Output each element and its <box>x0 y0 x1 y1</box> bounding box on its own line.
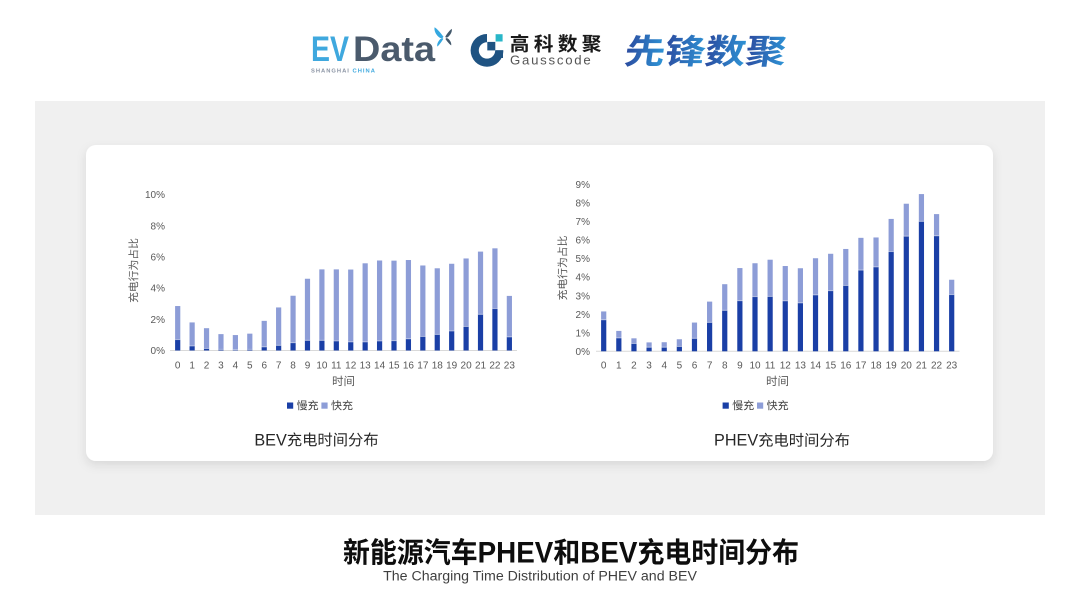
svg-text:0: 0 <box>175 361 181 372</box>
svg-text:6%: 6% <box>576 236 591 247</box>
svg-text:12: 12 <box>780 361 792 372</box>
svg-text:3%: 3% <box>576 291 591 302</box>
svg-text:0%: 0% <box>151 346 166 357</box>
svg-text:21: 21 <box>916 361 928 372</box>
svg-text:1: 1 <box>189 361 195 372</box>
svg-text:1%: 1% <box>576 328 591 339</box>
svg-text:19: 19 <box>446 361 458 372</box>
svg-text:The Charging Time Distribution: The Charging Time Distribution of PHEV a… <box>383 569 697 585</box>
svg-text:13: 13 <box>795 361 807 372</box>
svg-text:19: 19 <box>886 361 898 372</box>
svg-text:4: 4 <box>233 361 239 372</box>
svg-text:10%: 10% <box>145 190 165 201</box>
svg-text:23: 23 <box>946 361 958 372</box>
svg-text:BEV: BEV <box>254 431 287 449</box>
svg-text:Gausscode: Gausscode <box>510 53 592 68</box>
svg-text:21: 21 <box>475 361 487 372</box>
svg-text:15: 15 <box>825 361 837 372</box>
svg-text:1: 1 <box>616 361 622 372</box>
svg-text:13: 13 <box>360 361 372 372</box>
svg-text:Data: Data <box>353 30 436 69</box>
svg-text:EV: EV <box>311 30 350 69</box>
svg-text:9: 9 <box>737 361 743 372</box>
svg-text:20: 20 <box>901 361 913 372</box>
svg-text:15: 15 <box>388 361 400 372</box>
svg-text:2: 2 <box>631 361 637 372</box>
svg-text:6: 6 <box>261 361 267 372</box>
svg-text:10: 10 <box>316 361 328 372</box>
svg-text:4%: 4% <box>576 273 591 284</box>
svg-text:18: 18 <box>432 361 444 372</box>
svg-text:11: 11 <box>331 361 342 372</box>
svg-text:16: 16 <box>840 361 852 372</box>
svg-text:6: 6 <box>692 361 698 372</box>
svg-text:2: 2 <box>204 361 210 372</box>
svg-text:3: 3 <box>646 361 652 372</box>
svg-text:23: 23 <box>504 361 516 372</box>
svg-text:2%: 2% <box>151 315 166 326</box>
svg-text:5: 5 <box>247 361 253 372</box>
svg-text:8%: 8% <box>151 221 166 232</box>
svg-text:2%: 2% <box>576 310 591 321</box>
svg-text:18: 18 <box>870 361 882 372</box>
svg-text:4%: 4% <box>151 284 166 295</box>
svg-text:0: 0 <box>601 361 607 372</box>
svg-text:7: 7 <box>276 361 282 372</box>
svg-text:9%: 9% <box>576 180 591 191</box>
svg-text:14: 14 <box>810 361 822 372</box>
svg-text:22: 22 <box>489 361 501 372</box>
svg-text:14: 14 <box>374 361 386 372</box>
svg-text:SHANGHAI CHINA: SHANGHAI CHINA <box>311 69 376 75</box>
svg-text:16: 16 <box>403 361 415 372</box>
svg-text:8%: 8% <box>576 199 591 210</box>
svg-text:20: 20 <box>461 361 473 372</box>
svg-text:5: 5 <box>677 361 683 372</box>
svg-text:0%: 0% <box>576 347 591 358</box>
svg-text:22: 22 <box>931 361 943 372</box>
svg-text:4: 4 <box>661 361 667 372</box>
svg-text:BEV: BEV <box>580 537 637 570</box>
svg-text:PHEV: PHEV <box>478 537 554 570</box>
svg-text:7%: 7% <box>576 217 591 228</box>
svg-text:5%: 5% <box>576 254 591 265</box>
svg-text:17: 17 <box>855 361 867 372</box>
svg-text:12: 12 <box>345 361 357 372</box>
svg-text:7: 7 <box>707 361 713 372</box>
svg-text:8: 8 <box>722 361 728 372</box>
svg-text:6%: 6% <box>151 253 166 264</box>
svg-text:10: 10 <box>749 361 761 372</box>
svg-text:9: 9 <box>305 361 311 372</box>
svg-text:3: 3 <box>218 361 224 372</box>
svg-text:8: 8 <box>290 361 296 372</box>
svg-text:17: 17 <box>417 361 429 372</box>
svg-text:PHEV: PHEV <box>714 432 758 450</box>
svg-text:11: 11 <box>765 361 776 372</box>
